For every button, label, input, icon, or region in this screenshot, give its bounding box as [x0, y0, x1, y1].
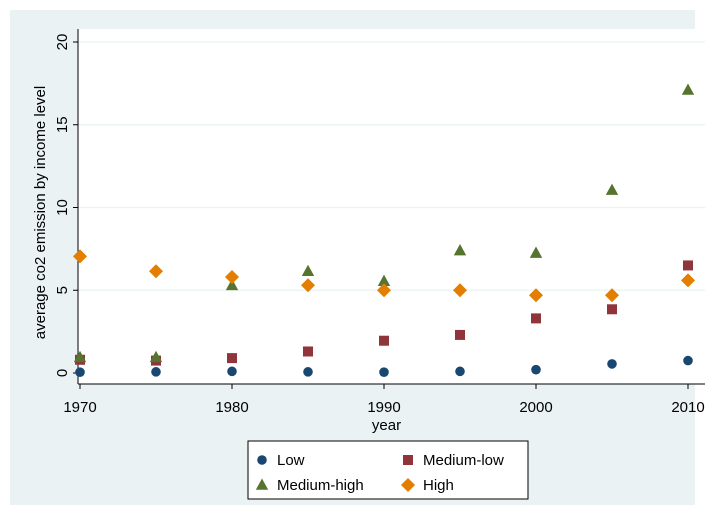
y-tick-label: 20	[54, 34, 71, 51]
point-medium-high	[73, 350, 87, 363]
point-high	[453, 283, 467, 298]
legend-marker-medium-low	[403, 455, 413, 465]
y-tick-label: 5	[54, 286, 71, 294]
point-medium-high	[453, 244, 467, 256]
x-axis-title: year	[372, 417, 401, 434]
point-medium-high	[377, 274, 391, 286]
series-high	[73, 249, 695, 303]
legend-label-medium-low: Medium-low	[423, 452, 504, 469]
point-medium-high	[149, 350, 163, 363]
point-medium-low	[531, 313, 541, 324]
point-medium-low	[303, 346, 313, 357]
y-tick-label: 10	[54, 199, 71, 216]
point-low	[227, 366, 237, 377]
y-tick-label: 0	[54, 369, 71, 377]
data-points	[73, 83, 695, 377]
point-medium-low	[607, 304, 617, 315]
legend-marker-low	[257, 455, 267, 465]
point-high	[377, 283, 391, 298]
point-low	[683, 355, 693, 366]
legend-label-low: Low	[277, 452, 305, 469]
point-medium-low	[683, 260, 693, 271]
point-low	[75, 367, 85, 377]
legend: Low Medium-low Medium-high High	[247, 440, 529, 500]
point-medium-high	[225, 278, 239, 291]
x-tick-label: 1990	[367, 399, 400, 416]
legend-marker-high	[401, 478, 415, 492]
point-high	[149, 264, 163, 279]
point-high	[529, 288, 543, 303]
x-tick-label: 1970	[63, 399, 96, 416]
point-high	[605, 288, 619, 303]
y-tick-label: 15	[54, 116, 71, 133]
point-medium-high	[605, 183, 619, 195]
point-medium-low	[227, 353, 237, 364]
x-tick-label: 1980	[215, 399, 248, 416]
legend-label-high: High	[423, 477, 454, 494]
x-tick-label: 2000	[519, 399, 552, 416]
legend-label-medium-high: Medium-high	[277, 477, 364, 494]
series-medium-high	[73, 83, 695, 363]
point-low	[151, 367, 161, 377]
point-high	[73, 249, 87, 264]
series-low	[75, 355, 693, 377]
axes: 0 5 10 15 20 1970 1980 1990 2000 2010	[54, 29, 705, 416]
legend-marker-medium-high	[255, 478, 269, 490]
point-low	[303, 367, 313, 377]
point-medium-high	[529, 246, 543, 258]
point-low	[379, 367, 389, 377]
point-high	[301, 278, 315, 293]
point-high	[681, 273, 695, 288]
plot-area	[78, 29, 705, 384]
point-low	[607, 359, 617, 369]
gridlines	[78, 41, 705, 291]
point-low	[455, 366, 465, 377]
point-medium-high	[681, 83, 695, 95]
point-medium-low	[455, 329, 465, 340]
y-axis-title: average co2 emission by income level	[32, 86, 49, 339]
point-low	[531, 364, 541, 375]
x-tick-label: 2010	[671, 399, 704, 416]
point-medium-low	[379, 335, 389, 346]
legend-box	[247, 440, 529, 500]
point-high	[225, 270, 239, 285]
point-medium-high	[301, 264, 315, 277]
